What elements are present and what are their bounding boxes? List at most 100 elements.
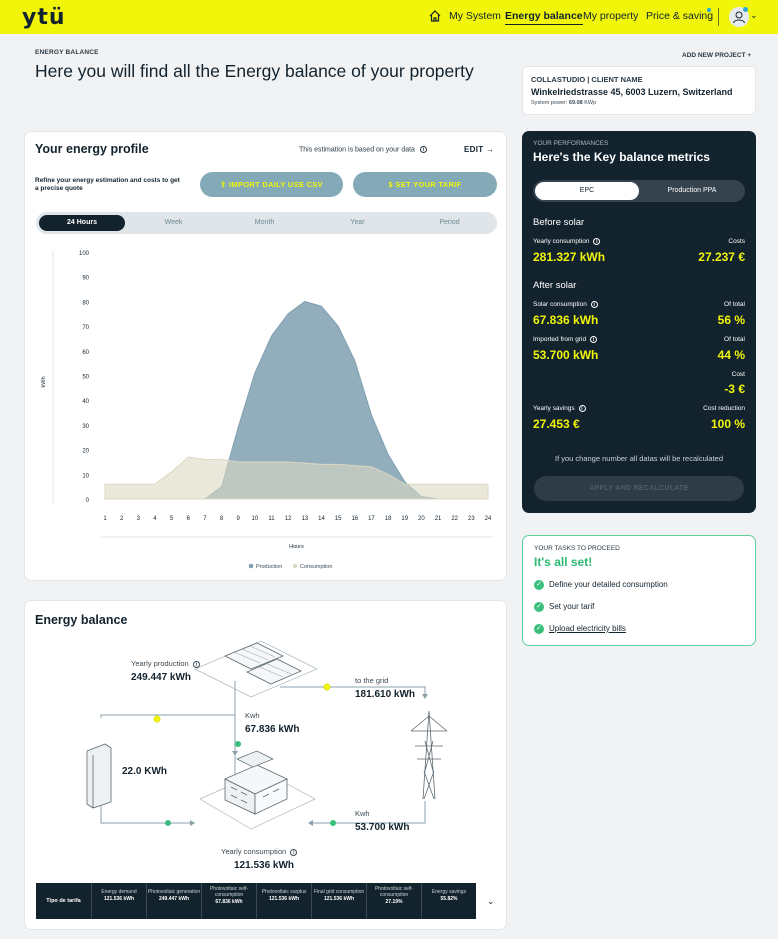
y-tick-label: 50 (82, 375, 89, 381)
energy-flow-diagram (86, 640, 448, 830)
solar-consumption-value: 67.836 kWh (533, 313, 599, 327)
x-tick-label: 15 (335, 516, 342, 522)
table-column: Photovoltaic surplus 121.536 kWh (256, 883, 311, 919)
nav-my-property[interactable]: My property (583, 10, 639, 22)
system-power-label: System power (531, 100, 566, 106)
nav-my-system[interactable]: My System (449, 10, 501, 22)
set-tariff-button[interactable]: $ SET YOUR TARIF (353, 172, 497, 197)
legend-label: Production (256, 564, 282, 570)
energy-profile-title: Your energy profile (35, 142, 149, 156)
system-power: System power: 69.08 KWp (531, 100, 597, 106)
metrics-eyebrow: YOUR PERFORMANCES (533, 140, 609, 147)
y-tick-label: 80 (82, 300, 89, 306)
task-label: Define your detailed consumption (549, 580, 668, 590)
metrics-panel: YOUR PERFORMANCES Here's the Key balance… (522, 131, 756, 513)
after-solar-heading: After solar (533, 280, 577, 291)
import-csv-button[interactable]: ⇪ IMPORT DAILY USE CSV (200, 172, 343, 197)
before-solar-heading: Before solar (533, 217, 585, 228)
info-icon[interactable]: i (590, 301, 598, 308)
house-illustration (199, 750, 316, 830)
self-consumption-label: Kwh (245, 711, 260, 720)
info-icon[interactable]: i (419, 146, 427, 153)
task-item[interactable]: ✓ Upload electricity bills (534, 624, 626, 634)
yearly-consumption-label: Yearly consumption i (533, 238, 601, 245)
cost-label: Cost (731, 371, 745, 378)
energy-balance-card: Energy balance (24, 600, 507, 930)
column-value: 121.536 kWh (323, 896, 355, 902)
x-tick-label: 23 (468, 516, 475, 522)
add-project-link[interactable]: ADD NEW PROJECT + (682, 52, 752, 59)
nav-divider (718, 8, 719, 26)
top-nav: ytü My System Energy balance My property… (0, 0, 778, 34)
table-column: Photovoltaic self-consumption 27.19% (366, 883, 421, 919)
toggle-production-ppa[interactable]: Production PPA (667, 187, 717, 194)
task-item: ✓ Define your detailed consumption (534, 580, 668, 590)
info-icon[interactable]: i (290, 848, 298, 856)
table-column: Energy savings 55.82% (421, 883, 476, 919)
x-tick-label: 7 (203, 516, 207, 522)
apply-recalculate-button[interactable]: APPLY AND RECALCULATE (534, 476, 744, 501)
to-grid-value: 181.610 kWh (355, 689, 416, 700)
arrow-head (308, 820, 313, 826)
tariff-type-header: Tipo de tarifa (46, 898, 81, 904)
estimation-note: This estimation is based on your data i (299, 146, 427, 153)
nav-price-saving[interactable]: Price & saving (646, 10, 714, 22)
x-tick-label: 21 (435, 516, 442, 522)
tab-week[interactable]: Week (164, 219, 183, 226)
x-tick-label: 9 (237, 516, 241, 522)
grid-import-label: Kwh (355, 809, 370, 818)
grid-share-label: Of total (724, 336, 745, 343)
table-column: Photovoltaic self-consumption 67.836 kWh (201, 883, 256, 919)
info-icon[interactable]: i (192, 660, 200, 668)
tab-month[interactable]: Month (254, 219, 275, 226)
self-consumption-value: 67.836 kWh (245, 724, 300, 735)
tasks-eyebrow: YOUR TASKS TO PROCEED (534, 545, 620, 552)
client-name: COLLASTUDIO | CLIENT NAME (531, 75, 643, 84)
column-label: Energy savings (431, 889, 467, 895)
legend-label: Consumption (300, 564, 332, 570)
y-tick-label: 90 (82, 276, 89, 282)
imported-grid-label-text: Imported from grid (533, 336, 587, 344)
x-tick-label: 14 (318, 516, 325, 522)
x-tick-label: 6 (187, 516, 191, 522)
tab-period[interactable]: Period (439, 219, 460, 226)
edit-link[interactable]: EDIT → (464, 145, 495, 154)
user-icon[interactable] (729, 7, 749, 27)
home-icon[interactable] (428, 9, 442, 23)
tab-24-hours[interactable]: 24 Hours (39, 215, 125, 231)
check-icon: ✓ (534, 602, 544, 612)
x-tick-label: 2 (120, 516, 124, 522)
tasks-title: It's all set! (534, 555, 593, 569)
upload-bills-link[interactable]: Upload electricity bills (549, 624, 626, 634)
tab-year[interactable]: Year (350, 219, 365, 226)
info-icon[interactable]: i (578, 405, 586, 412)
chevron-down-icon[interactable]: ⌄ (750, 10, 758, 20)
chevron-down-icon[interactable]: ⌄ (487, 896, 495, 906)
flow-dot (323, 683, 331, 691)
power-pylon-illustration (410, 710, 448, 800)
logo[interactable]: ytü (22, 5, 66, 30)
x-axis-label: Hours (289, 544, 304, 550)
flow-dot (330, 820, 336, 826)
refine-text: Refine your energy estimation and costs … (35, 177, 180, 192)
solar-consumption-label: Solar consumption i (533, 301, 598, 308)
column-label: Photovoltaic generation (147, 889, 201, 895)
flow-line (313, 801, 426, 824)
battery-value: 22.0 KWh (122, 766, 168, 777)
costs-label: Costs (728, 238, 745, 245)
flow-line (100, 714, 236, 756)
toggle-epc[interactable]: EPC (535, 182, 639, 200)
info-icon[interactable]: i (589, 336, 597, 343)
nav-energy-balance[interactable]: Energy balance (505, 10, 583, 25)
column-value: 67.836 kWh (215, 899, 243, 905)
period-tabs: 24 Hours Week Month Year Period (36, 212, 497, 234)
notification-dot (707, 8, 711, 12)
yearly-savings-value: 27.453 € (533, 417, 580, 431)
info-icon[interactable]: i (593, 238, 601, 245)
column-label: Energy demand (101, 889, 137, 895)
column-label: Photovoltaic self-consumption (209, 886, 249, 898)
y-tick-label: 20 (82, 449, 89, 455)
x-tick-label: 19 (401, 516, 408, 522)
x-tick-label: 18 (385, 516, 392, 522)
